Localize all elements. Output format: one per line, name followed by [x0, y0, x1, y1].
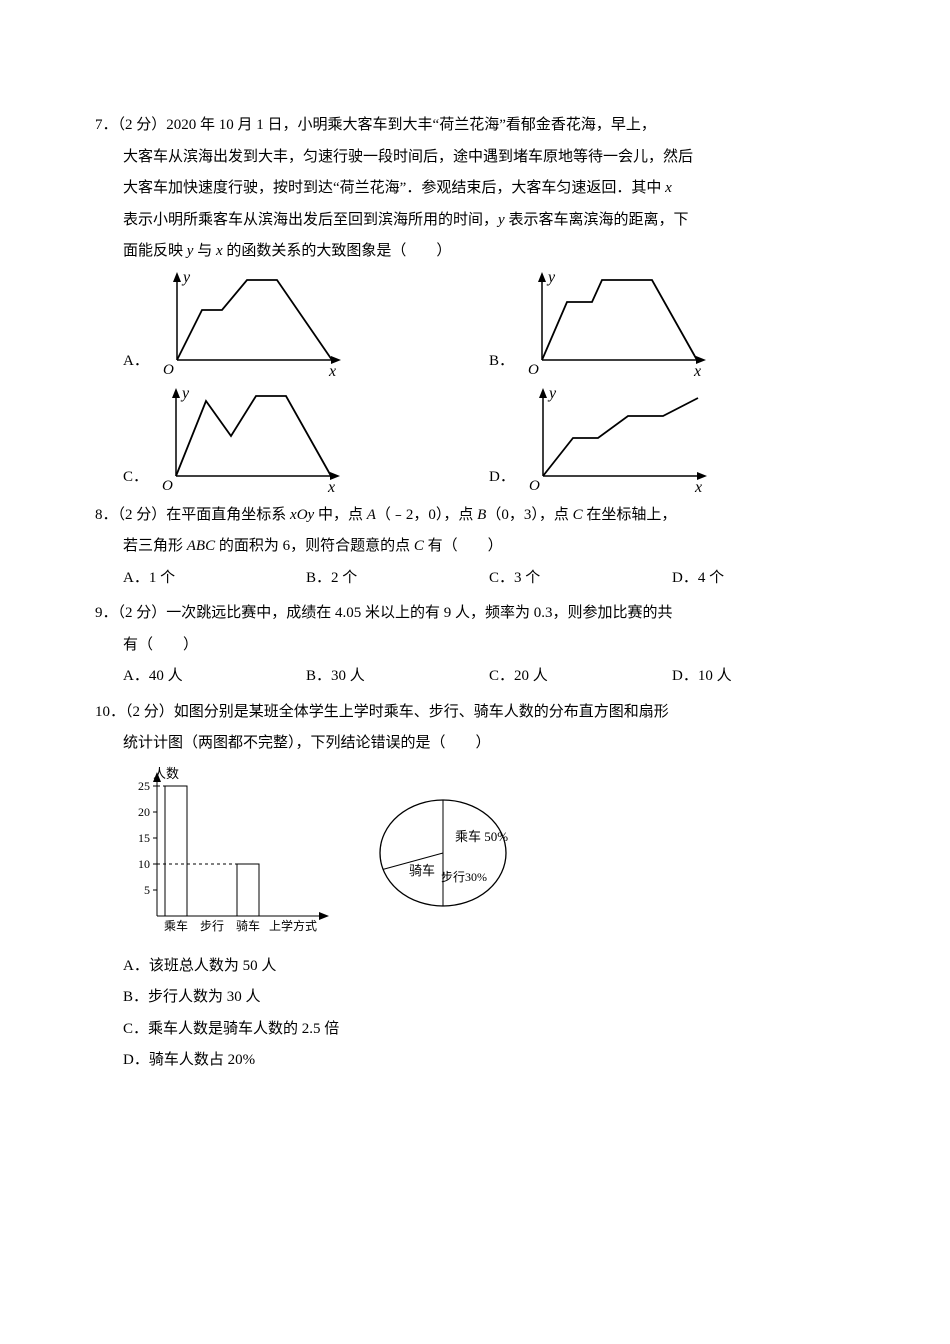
q7-graph-c: y x O	[154, 384, 344, 494]
q7-graphs-row2: C． y x O D． y x O	[123, 384, 855, 494]
q9-optA: A．40 人	[123, 661, 306, 693]
q8-optD: D．4 个	[672, 563, 855, 595]
svg-text:x: x	[693, 363, 701, 378]
svg-text:O: O	[163, 362, 174, 378]
q7-line1: 7．（2 分）2020 年 10 月 1 日，小明乘大客车到大丰“荷兰花海”看郁…	[95, 110, 855, 142]
svg-text:25: 25	[138, 779, 150, 793]
svg-text:人数: 人数	[153, 766, 179, 781]
q7-line4: 面能反映 y 与 x 的函数关系的大致图象是（ ）	[123, 236, 855, 268]
q10-optA: A．该班总人数为 50 人	[123, 951, 855, 983]
q7-graph-b: y x O	[520, 268, 710, 378]
q9-options: A．40 人 B．30 人 C．20 人 D．10 人	[123, 661, 855, 693]
question-9: 9．（2 分）一次跳远比赛中，成绩在 4.05 米以上的有 9 人，频率为 0.…	[95, 598, 855, 693]
q7-line3b: 表示小明所乘客车从滨海出发后至回到滨海所用的时间，y 表示客车离滨海的距离，下	[123, 205, 855, 237]
question-7: 7．（2 分）2020 年 10 月 1 日，小明乘大客车到大丰“荷兰花海”看郁…	[95, 110, 855, 494]
svg-text:x: x	[694, 479, 702, 494]
q10-line1: 10．（2 分）如图分别是某班全体学生上学时乘车、步行、骑车人数的分布直方图和扇…	[95, 697, 855, 729]
svg-text:上学方式: 上学方式	[269, 918, 317, 933]
q7-optC-label: C．	[123, 462, 148, 494]
q10-line2: 统计计图（两图都不完整），下列结论错误的是（ ）	[123, 728, 855, 760]
q7-line2: 大客车从滨海出发到大丰，匀速行驶一段时间后，途中遇到堵车原地等待一会儿，然后	[123, 142, 855, 174]
q7-graph-d: y x O	[521, 384, 711, 494]
q7-graph-a: y x O	[155, 268, 345, 378]
svg-text:骑车: 骑车	[409, 863, 435, 878]
q10-optD: D．骑车人数占 20%	[123, 1045, 855, 1077]
q7-points: （2 分）	[118, 117, 167, 133]
q8-optB: B．2 个	[306, 563, 489, 595]
svg-text:O: O	[528, 362, 539, 378]
q9-optD: D．10 人	[672, 661, 855, 693]
q7-optA-label: A．	[123, 346, 149, 378]
q7-optB-label: B．	[489, 346, 514, 378]
svg-text:y: y	[181, 269, 191, 286]
q7-optD-label: D．	[489, 462, 515, 494]
svg-text:5: 5	[144, 883, 150, 897]
q10-optB: B．步行人数为 30 人	[123, 982, 855, 1014]
q10-charts: 510152025人数乘车步行骑车上学方式 乘车 50%骑车步行30%	[123, 766, 855, 941]
q8-optC: C．3 个	[489, 563, 672, 595]
svg-text:15: 15	[138, 831, 150, 845]
svg-text:20: 20	[138, 805, 150, 819]
svg-text:y: y	[180, 385, 190, 402]
svg-text:O: O	[529, 478, 540, 494]
svg-text:x: x	[327, 479, 335, 494]
svg-text:步行: 步行	[200, 919, 224, 933]
svg-text:乘车: 乘车	[164, 918, 188, 933]
q9-line2: 有（ ）	[123, 630, 855, 662]
q9-optC: C．20 人	[489, 661, 672, 693]
svg-text:步行30%: 步行30%	[441, 870, 487, 884]
question-8: 8．（2 分）在平面直角坐标系 xOy 中，点 A（﹣2，0），点 B（0，3）…	[95, 500, 855, 595]
svg-text:y: y	[546, 269, 556, 286]
q8-line1: 8．（2 分）在平面直角坐标系 xOy 中，点 A（﹣2，0），点 B（0，3）…	[95, 500, 855, 532]
q10-optC: C．乘车人数是骑车人数的 2.5 倍	[123, 1014, 855, 1046]
q8-options: A．1 个 B．2 个 C．3 个 D．4 个	[123, 563, 855, 595]
q7-number: 7．	[95, 117, 118, 133]
q10-pie-chart: 乘车 50% 骑车步行30%	[363, 788, 523, 918]
q8-line2: 若三角形 ABC 的面积为 6，则符合题意的点 C 有（ ）	[123, 531, 855, 563]
q7-line3: 大客车加快速度行驶，按时到达“荷兰花海”．参观结束后，大客车匀速返回．其中 x	[123, 173, 855, 205]
q8-optA: A．1 个	[123, 563, 306, 595]
svg-text:O: O	[162, 478, 173, 494]
q9-optB: B．30 人	[306, 661, 489, 693]
question-10: 10．（2 分）如图分别是某班全体学生上学时乘车、步行、骑车人数的分布直方图和扇…	[95, 697, 855, 1077]
q10-bar-chart: 5 10 15 20 25人数乘车步行骑车上学方式	[123, 766, 333, 941]
q9-line1: 9．（2 分）一次跳远比赛中，成绩在 4.05 米以上的有 9 人，频率为 0.…	[95, 598, 855, 630]
q7-graphs-row1: A． y x O B． y x O	[123, 268, 855, 378]
svg-text:y: y	[547, 385, 557, 402]
svg-text:x: x	[328, 363, 336, 378]
q7-t1: 2020 年 10 月 1 日，小明乘大客车到大丰“荷兰花海”看郁金香花海，早上…	[166, 117, 656, 133]
svg-text:乘车 50%: 乘车 50%	[455, 829, 508, 844]
svg-text:10: 10	[138, 857, 150, 871]
svg-text:骑车: 骑车	[236, 918, 260, 933]
